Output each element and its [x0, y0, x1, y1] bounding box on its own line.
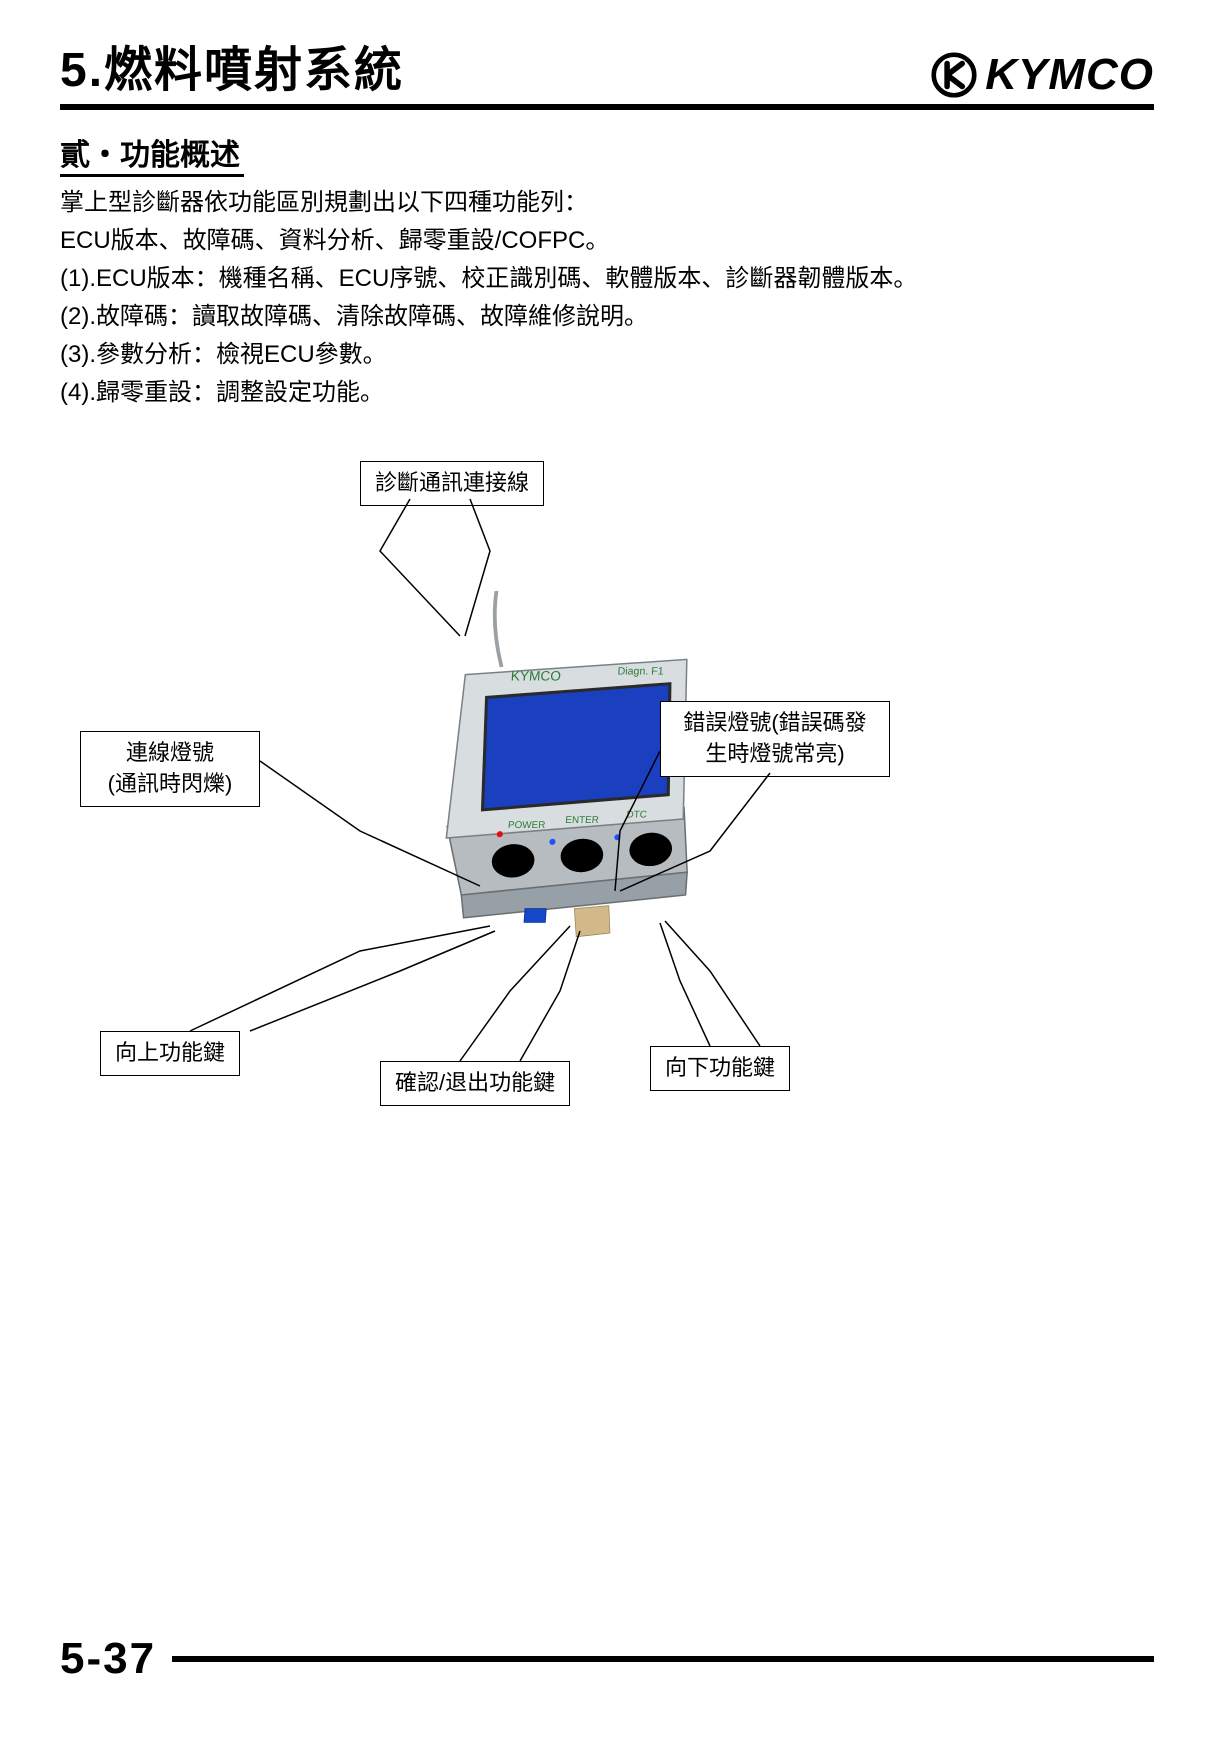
svg-text:DTC: DTC: [626, 809, 647, 820]
svg-text:POWER: POWER: [508, 820, 546, 831]
callout-link-led-l1: 連線燈號: [95, 738, 245, 769]
section-title: 貳・功能概述: [60, 130, 244, 177]
body-line-3: (2).故障碼：讀取故障碼、清除故障碼、故障維修說明。: [60, 299, 1154, 335]
brand-text: KYMCO: [985, 50, 1154, 100]
body-line-4: (3).參數分析：檢視ECU參數。: [60, 337, 1154, 373]
page-number: 5-37: [60, 1634, 156, 1684]
body-line-2: (1).ECU版本：機種名稱、ECU序號、校正識別碼、軟體版本、診斷器韌體版本。: [60, 261, 1154, 297]
callout-ok-key-text: 確認/退出功能鍵: [395, 1070, 555, 1095]
kymco-logo-icon: [931, 52, 977, 98]
chapter-title: 5.燃料噴射系統: [60, 30, 404, 100]
callout-err-led-l1: 錯誤燈號(錯誤碼發: [675, 708, 875, 739]
callout-up-key: 向上功能鍵: [100, 1031, 240, 1076]
callout-cable-text: 診斷通訊連接線: [375, 470, 529, 495]
device-model-label: Diagn. F1: [617, 666, 664, 678]
body-line-0: 掌上型診斷器依功能區別規劃出以下四種功能列：: [60, 185, 1154, 221]
callout-link-led-l2: (通訊時閃爍): [95, 769, 245, 800]
callout-cable: 診斷通訊連接線: [360, 461, 544, 506]
callout-link-led: 連線燈號 (通訊時閃爍): [80, 731, 260, 807]
callout-down-key: 向下功能鍵: [650, 1046, 790, 1091]
callout-error-led: 錯誤燈號(錯誤碼發 生時燈號常亮): [660, 701, 890, 777]
diagnostic-device-icon: KYMCO Diagn. F1 POWER ENTER DTC: [370, 591, 770, 971]
footer-rule: [172, 1656, 1154, 1662]
callout-up-key-text: 向上功能鍵: [115, 1040, 225, 1065]
page-header: 5.燃料噴射系統 KYMCO: [60, 30, 1154, 110]
diagram-area: KYMCO Diagn. F1 POWER ENTER DTC: [60, 451, 1154, 1351]
body-line-1: ECU版本、故障碼、資料分析、歸零重設/COFPC。: [60, 223, 1154, 259]
page-footer: 5-37: [60, 1634, 1154, 1684]
svg-text:ENTER: ENTER: [565, 815, 599, 826]
callout-ok-key: 確認/退出功能鍵: [380, 1061, 570, 1106]
device-brand-label: KYMCO: [510, 669, 561, 684]
brand: KYMCO: [931, 50, 1154, 100]
callout-dn-key-text: 向下功能鍵: [665, 1055, 775, 1080]
body-line-5: (4).歸零重設：調整設定功能。: [60, 375, 1154, 411]
callout-err-led-l2: 生時燈號常亮): [675, 739, 875, 770]
